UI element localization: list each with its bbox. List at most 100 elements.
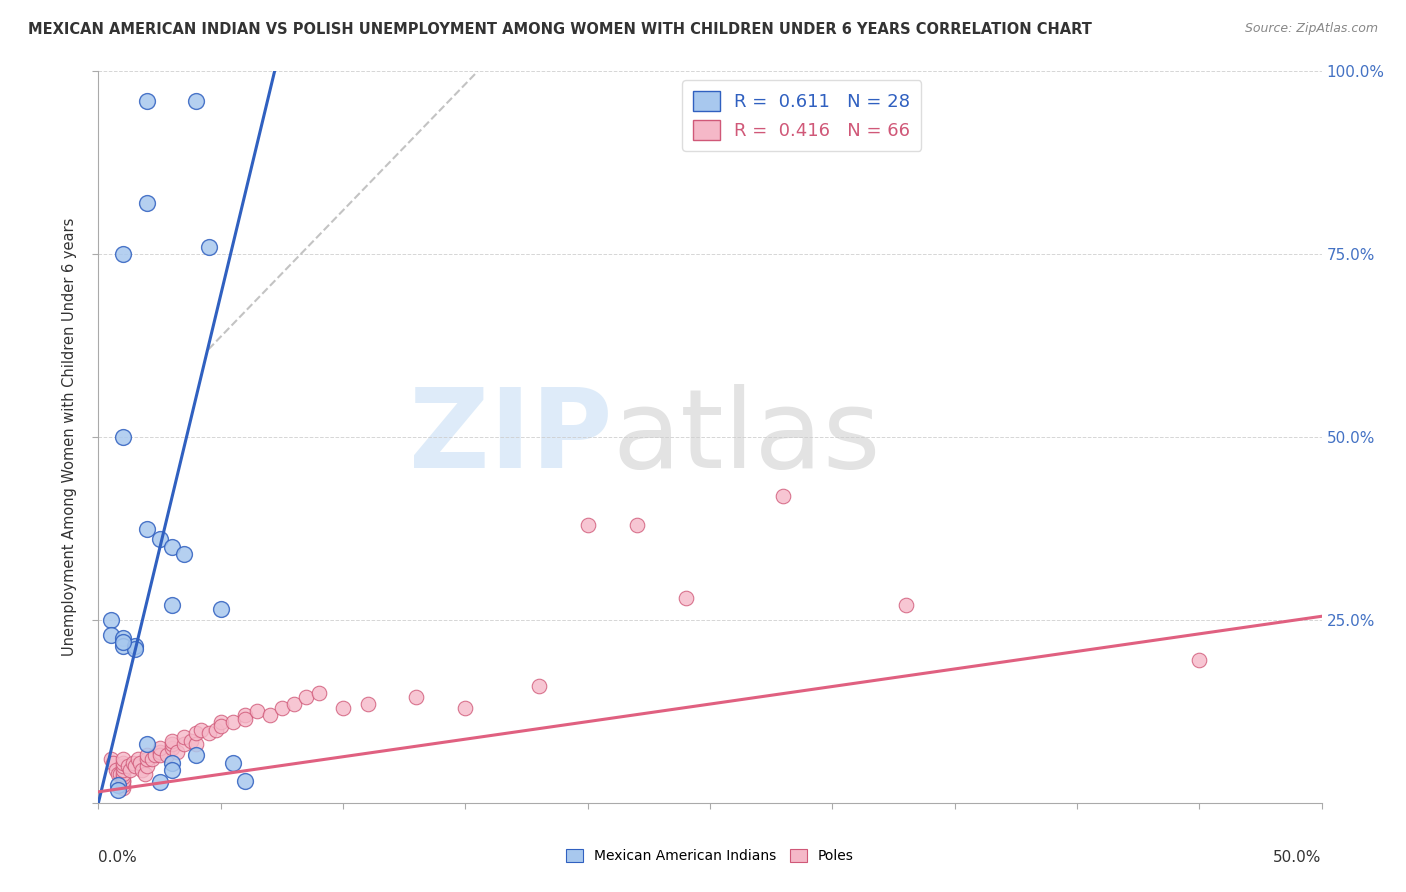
Point: [405, 690, 427, 704]
Point: [160, 733, 183, 747]
Point: [270, 700, 294, 714]
Text: 0.0%: 0.0%: [98, 850, 138, 865]
Point: [124, 642, 146, 657]
Point: [675, 591, 697, 605]
Point: [308, 686, 330, 700]
Point: [111, 639, 134, 653]
Point: [246, 705, 269, 719]
Point: [104, 763, 127, 777]
Point: [101, 756, 124, 770]
Point: [233, 773, 256, 788]
Point: [107, 766, 129, 780]
Point: [141, 752, 163, 766]
Point: [111, 763, 134, 777]
Point: [110, 766, 132, 780]
Point: [186, 748, 208, 763]
Point: [1188, 653, 1211, 667]
Point: [136, 521, 159, 535]
Point: [111, 777, 134, 792]
Point: [100, 752, 122, 766]
Point: [136, 94, 159, 108]
Point: [166, 745, 188, 759]
Point: [107, 782, 129, 797]
Point: [894, 599, 917, 613]
Point: [124, 759, 146, 773]
Point: [160, 540, 183, 554]
Point: [111, 766, 134, 780]
Point: [283, 697, 305, 711]
Point: [173, 737, 195, 751]
Text: ZIP: ZIP: [409, 384, 612, 491]
Point: [121, 756, 143, 770]
Point: [160, 756, 183, 770]
Legend: Mexican American Indians, Poles: Mexican American Indians, Poles: [561, 844, 859, 869]
Point: [143, 748, 166, 763]
Point: [111, 752, 134, 766]
Text: atlas: atlas: [612, 384, 880, 491]
Point: [111, 759, 134, 773]
Point: [222, 715, 245, 730]
Point: [136, 752, 159, 766]
Point: [149, 748, 172, 763]
Point: [156, 748, 179, 763]
Point: [111, 632, 134, 646]
Point: [100, 613, 122, 627]
Point: [209, 715, 232, 730]
Point: [111, 756, 134, 770]
Point: [136, 196, 159, 211]
Point: [134, 766, 156, 780]
Point: [136, 737, 159, 751]
Point: [111, 247, 134, 261]
Point: [111, 430, 134, 444]
Point: [111, 635, 134, 649]
Point: [173, 730, 195, 744]
Point: [259, 708, 281, 723]
Point: [197, 726, 219, 740]
Point: [111, 781, 134, 796]
Point: [120, 763, 142, 777]
Point: [100, 627, 122, 641]
Point: [149, 740, 172, 755]
Text: 50.0%: 50.0%: [1274, 850, 1322, 865]
Point: [186, 726, 208, 740]
Point: [160, 737, 183, 751]
Point: [107, 777, 129, 792]
Point: [160, 599, 183, 613]
Point: [190, 723, 212, 737]
Point: [149, 533, 172, 547]
Point: [233, 712, 256, 726]
Point: [576, 517, 599, 532]
Point: [131, 763, 153, 777]
Point: [626, 517, 648, 532]
Point: [136, 748, 159, 763]
Point: [149, 775, 172, 789]
Point: [111, 770, 134, 784]
Point: [124, 639, 146, 653]
Point: [160, 740, 183, 755]
Point: [356, 697, 378, 711]
Point: [149, 745, 172, 759]
Point: [180, 733, 202, 747]
Point: [117, 759, 139, 773]
Text: MEXICAN AMERICAN INDIAN VS POLISH UNEMPLOYMENT AMONG WOMEN WITH CHILDREN UNDER 6: MEXICAN AMERICAN INDIAN VS POLISH UNEMPL…: [28, 22, 1092, 37]
Point: [186, 737, 208, 751]
Point: [186, 94, 208, 108]
Point: [160, 763, 183, 777]
Point: [222, 756, 245, 770]
Point: [772, 489, 794, 503]
Point: [527, 679, 550, 693]
Point: [295, 690, 318, 704]
Point: [209, 602, 232, 616]
Point: [136, 759, 159, 773]
Point: [127, 752, 149, 766]
Point: [209, 719, 232, 733]
Point: [233, 708, 256, 723]
Point: [197, 240, 219, 254]
Point: [173, 547, 195, 561]
Text: Source: ZipAtlas.com: Source: ZipAtlas.com: [1244, 22, 1378, 36]
Point: [111, 773, 134, 788]
Point: [454, 700, 477, 714]
Y-axis label: Unemployment Among Women with Children Under 6 years: Unemployment Among Women with Children U…: [62, 218, 77, 657]
Point: [332, 700, 354, 714]
Point: [205, 723, 228, 737]
